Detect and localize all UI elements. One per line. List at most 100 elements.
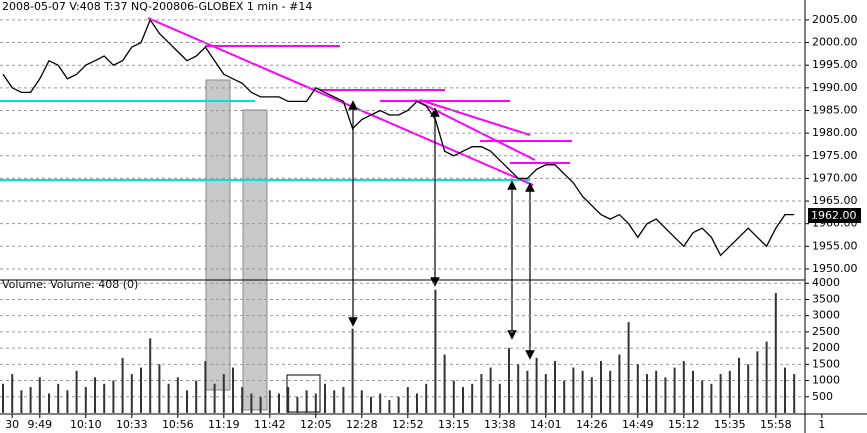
volume-bar xyxy=(636,364,639,413)
volume-bar xyxy=(57,383,60,413)
volume-bar xyxy=(305,390,308,413)
volume-bar xyxy=(204,361,207,413)
volume-bar xyxy=(287,387,290,413)
volume-bar xyxy=(544,374,547,413)
volume-bar xyxy=(682,361,685,413)
x-tick-label: 14:01 xyxy=(530,418,562,431)
volume-bar xyxy=(572,367,575,413)
volume-bar xyxy=(186,390,188,413)
volume-bar xyxy=(278,393,280,413)
volume-bar xyxy=(370,396,372,413)
volume-bar xyxy=(397,396,400,413)
highlight-box xyxy=(205,79,231,391)
volume-bar xyxy=(434,289,437,413)
volume-bar xyxy=(710,383,713,413)
x-tick-label: 14:49 xyxy=(622,418,654,431)
y-tick-label: 1950.00 xyxy=(812,262,858,275)
y-tick-label: 500 xyxy=(812,390,833,403)
volume-bar xyxy=(416,393,418,413)
selection-box xyxy=(286,374,321,413)
y-tick-label: 1970.00 xyxy=(812,171,858,184)
volume-bar xyxy=(600,361,602,413)
volume-bar xyxy=(112,380,115,413)
volume-bar xyxy=(241,387,244,413)
volume-bar xyxy=(84,387,87,413)
x-tick-label: 12:05 xyxy=(300,418,332,431)
volume-bar xyxy=(664,377,667,413)
volume-bar xyxy=(765,341,768,413)
volume-bar xyxy=(333,390,336,413)
volume-bar xyxy=(498,383,501,413)
x-tick-label: 9:49 xyxy=(27,418,52,431)
volume-bar xyxy=(314,393,317,413)
y-tick-label: 1990.00 xyxy=(812,81,858,94)
x-tick-label: 10:33 xyxy=(116,418,148,431)
volume-bar xyxy=(646,374,648,413)
volume-bar xyxy=(360,390,363,413)
volume-bar xyxy=(140,367,142,413)
volume-bar xyxy=(590,377,593,413)
volume-bar xyxy=(259,396,262,413)
volume-bar xyxy=(11,374,14,413)
volume-bar xyxy=(38,377,41,413)
x-tick-label: 1 xyxy=(818,418,825,431)
x-tick-label: 15:12 xyxy=(668,418,700,431)
volume-label: Volume: Volume: 408 (0) xyxy=(2,278,138,291)
volume-bar xyxy=(747,364,750,413)
x-tick-label: 10:10 xyxy=(70,418,102,431)
last-price-label: 1962.00 xyxy=(811,209,857,222)
x-tick-label: 12:52 xyxy=(392,418,424,431)
volume-bar xyxy=(351,328,354,413)
volume-bar xyxy=(692,370,694,413)
highlight-box xyxy=(242,109,268,411)
volume-bar xyxy=(213,383,216,413)
y-tick-label: 3500 xyxy=(812,292,840,305)
annotations xyxy=(0,17,572,413)
y-tick-label: 2500 xyxy=(812,325,840,338)
volume-bar xyxy=(195,380,198,413)
x-tick-label: 10:56 xyxy=(162,418,194,431)
y-tick-label: 2005.00 xyxy=(812,13,858,26)
x-tick-label: 11:42 xyxy=(254,418,286,431)
volume-bar xyxy=(130,374,133,413)
volume-bar xyxy=(774,292,777,413)
x-tick-label: 30 xyxy=(5,418,19,431)
y-tick-label: 1985.00 xyxy=(812,103,858,116)
y-tick-label: 1960.00 xyxy=(812,217,858,230)
volume-bar xyxy=(121,357,124,413)
volume-bar xyxy=(471,383,474,413)
volume-bar xyxy=(618,354,621,413)
x-tick-label: 13:38 xyxy=(484,418,516,431)
volume-bar xyxy=(75,370,78,413)
volume-bar xyxy=(728,370,731,413)
price-line xyxy=(2,18,795,257)
volume-bar xyxy=(480,374,483,413)
volume-bar xyxy=(406,387,409,413)
volume-bar xyxy=(517,364,520,413)
volume-bar xyxy=(526,370,529,413)
volume-bar xyxy=(784,367,786,413)
volume-bar xyxy=(379,393,382,413)
volume-bar xyxy=(232,367,234,413)
volume-bar xyxy=(655,370,658,413)
volume-bar xyxy=(29,387,32,413)
volume-bar xyxy=(452,380,455,413)
volume-bar xyxy=(342,387,345,413)
volume-bar xyxy=(66,390,69,413)
volume-bar xyxy=(793,374,796,413)
header-info: 2008-05-07 V:408 T:37 NQ-200806-GLOBEX 1… xyxy=(2,0,312,13)
y-tick-label: 1955.00 xyxy=(812,239,858,252)
volume-bar xyxy=(167,383,170,413)
volume-bar xyxy=(250,393,253,413)
volume-bar xyxy=(508,348,510,413)
y-tick-label: 3000 xyxy=(812,309,840,322)
y-tick-label: 1965.00 xyxy=(812,194,858,207)
volume-bar xyxy=(388,400,391,413)
y-tick-label: 2000.00 xyxy=(812,36,858,49)
volume-bar xyxy=(462,387,464,413)
volume-bar xyxy=(627,322,630,413)
y-tick-label: 4000 xyxy=(812,276,840,289)
volume-bar xyxy=(756,351,759,413)
volume-bar xyxy=(609,370,612,413)
